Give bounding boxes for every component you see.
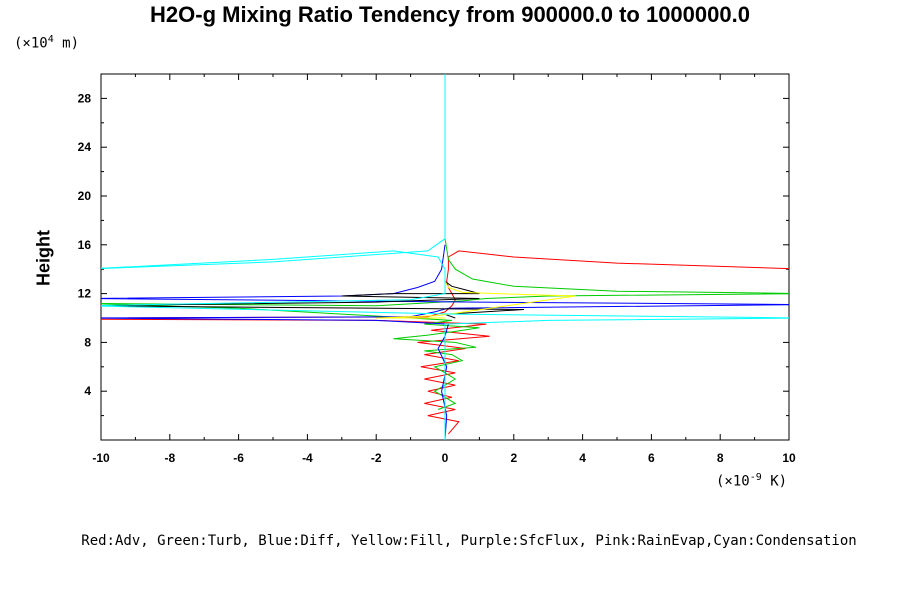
x-unit-label: (×10-9 K) xyxy=(716,472,788,490)
x-tick-label: 0 xyxy=(442,451,449,465)
series-line-3 xyxy=(101,269,525,319)
x-tick-label: 2 xyxy=(510,451,517,465)
y-tick-label: 16 xyxy=(78,238,92,252)
x-tick-label: 10 xyxy=(782,451,796,465)
x-tick-label: 6 xyxy=(648,451,655,465)
series-line-5 xyxy=(101,74,789,440)
y-unit-label: (×104 m) xyxy=(14,34,80,52)
x-tick-label: -4 xyxy=(302,451,313,465)
series-line-1 xyxy=(101,238,789,410)
x-tick-label: 8 xyxy=(717,451,724,465)
x-tick-label: -8 xyxy=(164,451,175,465)
x-tick-label: 4 xyxy=(579,451,586,465)
y-tick-label: 8 xyxy=(84,335,91,349)
series-line-2 xyxy=(101,244,789,440)
x-tick-label: -10 xyxy=(92,451,110,465)
y-tick-label: 28 xyxy=(78,91,92,105)
x-tick-label: -6 xyxy=(233,451,244,465)
legend-text: Red:Adv, Green:Turb, Blue:Diff, Yellow:F… xyxy=(81,533,857,549)
y-tick-label: 12 xyxy=(78,287,92,301)
x-tick-label: -2 xyxy=(371,451,382,465)
y-tick-label: 20 xyxy=(78,189,92,203)
y-tick-label: 4 xyxy=(84,384,91,398)
series-line-4 xyxy=(376,281,576,319)
chart-title: H2O-g Mixing Ratio Tendency from 900000.… xyxy=(150,2,750,27)
y-tick-label: 24 xyxy=(78,140,92,154)
